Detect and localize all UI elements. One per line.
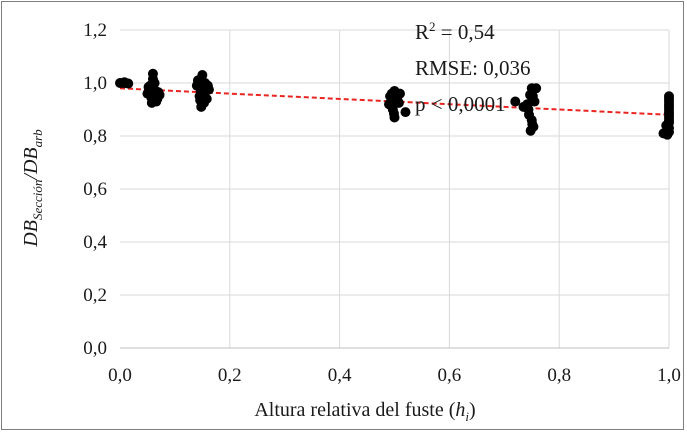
data-point bbox=[394, 88, 405, 99]
y-axis-title: DBSección/DBarb bbox=[20, 129, 45, 248]
y-axis-title-numerator-subscript: Sección bbox=[30, 180, 45, 220]
y-axis-title-slash: / bbox=[20, 172, 42, 181]
r-squared-base: R bbox=[415, 20, 429, 44]
data-point bbox=[151, 96, 162, 107]
y-tick-label: 0,0 bbox=[83, 338, 107, 359]
data-point bbox=[527, 119, 538, 130]
y-tick-label: 0,8 bbox=[83, 126, 107, 147]
data-point bbox=[662, 129, 673, 140]
y-tick-label: 0,4 bbox=[83, 232, 107, 253]
data-point bbox=[531, 83, 542, 94]
data-point bbox=[393, 97, 404, 108]
data-point bbox=[119, 77, 130, 88]
r-squared-annotation: R2 = 0,54 bbox=[415, 19, 495, 44]
x-tick-label: 0,2 bbox=[218, 365, 242, 386]
x-axis-title-subscript: i bbox=[465, 409, 469, 424]
y-tick-labels: 0,0 0,2 0,4 0,6 0,8 1,0 1,2 bbox=[83, 20, 107, 359]
y-axis-title-denominator: DB bbox=[20, 147, 42, 175]
y-axis-title-numerator: DB bbox=[20, 220, 42, 248]
y-tick-label: 0,2 bbox=[83, 285, 107, 306]
x-axis-title-variable: h bbox=[455, 399, 465, 421]
data-point bbox=[147, 74, 158, 85]
rmse-annotation: RMSE: 0,036 bbox=[415, 56, 531, 80]
x-tick-label: 0,0 bbox=[108, 365, 132, 386]
x-axis-title: Altura relativa del fuste (hi) bbox=[254, 399, 475, 424]
data-point bbox=[148, 88, 159, 99]
y-tick-label: 0,6 bbox=[83, 179, 107, 200]
y-tick-label: 1,0 bbox=[83, 73, 107, 94]
data-point bbox=[664, 109, 674, 120]
data-point bbox=[525, 89, 536, 100]
data-point bbox=[510, 96, 521, 107]
data-point bbox=[388, 108, 399, 119]
data-points bbox=[115, 68, 674, 140]
gridlines bbox=[120, 29, 670, 348]
data-point bbox=[400, 107, 411, 118]
data-point bbox=[198, 97, 209, 108]
x-tick-label: 0,6 bbox=[438, 365, 462, 386]
x-axis-title-tail: ) bbox=[469, 399, 476, 421]
x-axis-title-main: Altura relativa del fuste ( bbox=[254, 399, 455, 421]
p-value-annotation: p < 0,0001 bbox=[415, 92, 506, 116]
x-tick-label: 0,8 bbox=[547, 365, 571, 386]
data-point bbox=[522, 99, 533, 110]
y-axis-title-denominator-subscript: arb bbox=[30, 129, 45, 148]
y-tick-label: 1,2 bbox=[83, 20, 107, 41]
r-squared-superscript: 2 bbox=[429, 19, 436, 34]
x-tick-labels: 0,0 0,2 0,4 0,6 0,8 1,0 bbox=[108, 365, 681, 386]
data-point bbox=[385, 91, 396, 102]
x-tick-label: 1,0 bbox=[657, 365, 681, 386]
data-point bbox=[196, 80, 207, 91]
x-tick-label: 0,4 bbox=[328, 365, 352, 386]
data-point bbox=[664, 99, 674, 110]
r-squared-value: = 0,54 bbox=[436, 20, 496, 44]
